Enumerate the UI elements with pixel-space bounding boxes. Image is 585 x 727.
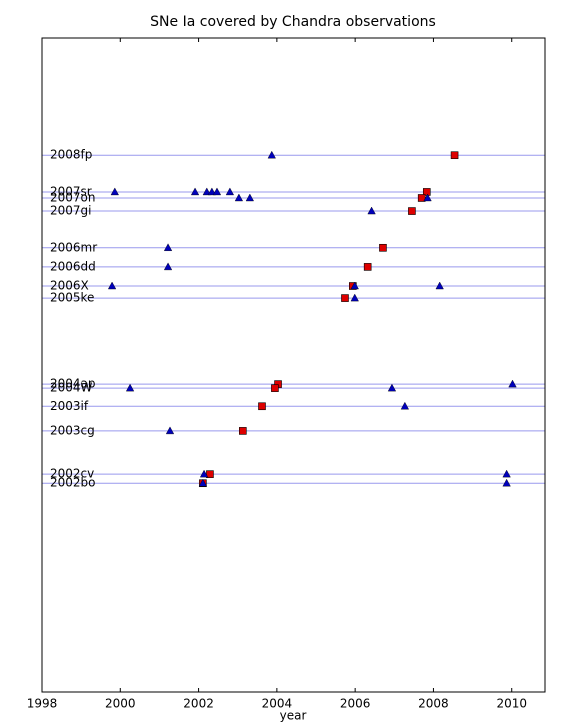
observation-marker — [212, 187, 222, 196]
observation-marker — [435, 281, 444, 290]
discovery-marker — [363, 263, 372, 271]
observation-marker — [267, 150, 276, 159]
observation-marker — [367, 206, 376, 215]
observation-marker — [502, 469, 511, 478]
observation-marker — [508, 379, 517, 388]
discovery-marker — [271, 384, 279, 392]
sn-label: 2004W — [50, 381, 93, 395]
discovery-marker — [239, 427, 247, 435]
observation-marker — [234, 193, 244, 202]
observation-marker — [207, 187, 217, 196]
observation-marker — [423, 193, 432, 202]
observation-marker — [163, 243, 173, 251]
sn-label: 2005ke — [50, 291, 94, 305]
plot-frame — [41, 37, 546, 693]
observation-marker — [165, 426, 175, 435]
discovery-marker — [341, 294, 349, 302]
chart-title: SNe Ia covered by Chandra observations — [150, 14, 436, 30]
x-tick-label: 2006 — [340, 697, 371, 711]
observation-marker — [107, 281, 117, 290]
sn-label: 2006dd — [50, 259, 96, 273]
observation-marker — [400, 401, 410, 410]
x-tick-label: 2000 — [105, 697, 136, 711]
observation-marker — [387, 383, 397, 392]
observation-marker — [350, 281, 359, 290]
discovery-marker — [379, 243, 387, 252]
sn-label: 2007on — [50, 190, 96, 204]
x-tick-label: 1998 — [27, 697, 58, 711]
x-tick-label: 2004 — [262, 697, 293, 711]
sn-label: 2008fp — [50, 148, 92, 162]
observation-marker — [110, 187, 119, 196]
discovery-marker — [408, 207, 416, 215]
observation-marker — [190, 187, 200, 196]
sn-label: 2007gi — [50, 204, 92, 218]
observation-marker — [502, 478, 511, 487]
observation-marker — [245, 193, 254, 202]
observation-marker — [225, 187, 235, 196]
observation-marker — [125, 383, 135, 392]
sn-label: 2004ap — [50, 377, 96, 391]
observation-marker — [163, 262, 173, 271]
observation-marker — [199, 469, 209, 478]
sn-label: 2002bo — [50, 476, 96, 490]
sn-label: 2007sr — [50, 184, 92, 198]
x-tick-label: 2008 — [418, 697, 449, 711]
observation-marker — [202, 187, 211, 196]
observation-marker — [198, 478, 208, 487]
sn-label: 2006mr — [50, 240, 97, 254]
sn-label: 2006X — [50, 279, 89, 293]
sn-label: 2003cg — [50, 423, 95, 437]
x-tick-label: 2002 — [183, 697, 214, 711]
x-tick-label: 2010 — [496, 697, 527, 711]
observation-marker — [350, 293, 359, 302]
sn-label: 2003if — [50, 399, 89, 413]
x-axis-label: year — [280, 709, 307, 723]
discovery-marker — [258, 402, 266, 411]
discovery-marker — [450, 151, 459, 160]
sn-label: 2002cv — [50, 467, 94, 481]
